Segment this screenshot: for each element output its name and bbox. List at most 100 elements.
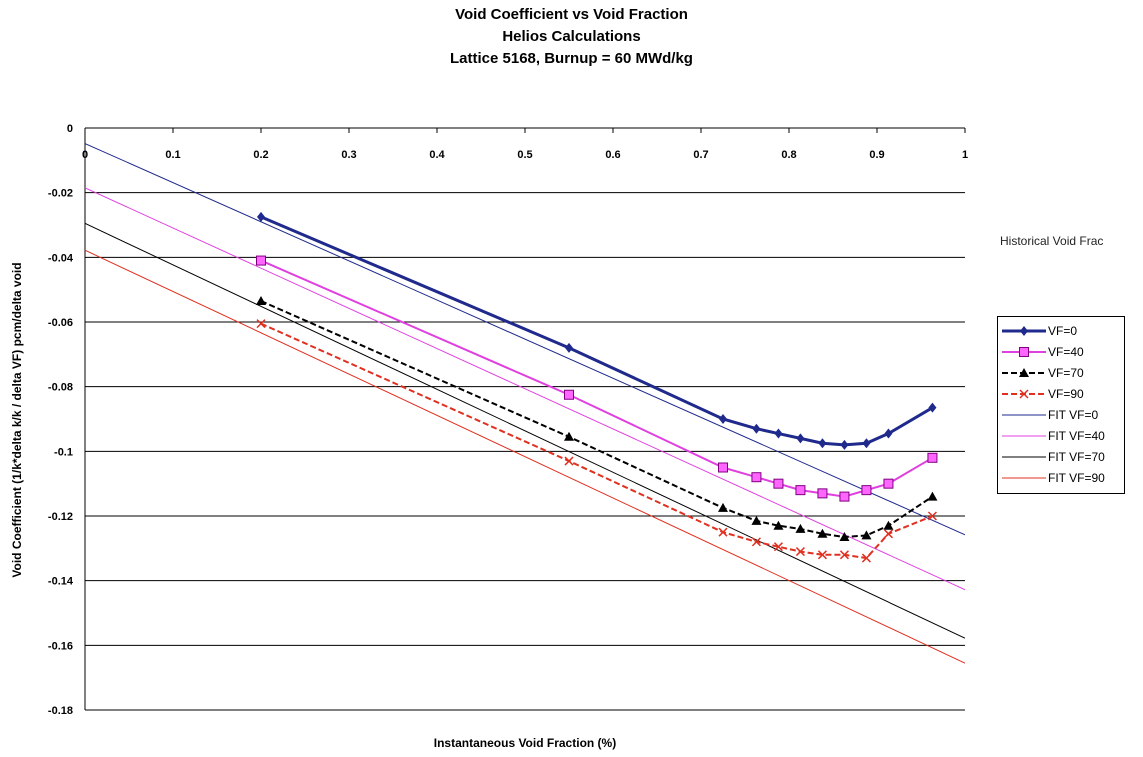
legend-swatch [1002, 435, 1046, 437]
data-point-vf-40 [861, 485, 872, 496]
data-point-vf-70 [839, 532, 850, 542]
data-point-vf-90 [773, 542, 783, 552]
data-point-vf-90 [564, 456, 574, 466]
data-point-vf-90 [751, 537, 761, 547]
data-point-vf-0 [840, 439, 849, 450]
y-tick-label: -0.14 [48, 576, 74, 588]
data-point-vf-70 [795, 523, 806, 533]
data-point-vf-70 [718, 502, 728, 512]
legend-item: FIT VF=90 [998, 468, 1124, 488]
legend-item: FIT VF=70 [998, 447, 1124, 467]
data-point-vf-70 [883, 520, 894, 530]
side-note: Historical Void Frac [1000, 234, 1104, 248]
data-point-vf-0 [257, 211, 265, 222]
data-point-vf-70 [817, 528, 828, 538]
series-line-vf-70 [260, 300, 933, 539]
legend-item: VF=70 [998, 363, 1124, 383]
x-tick-label: 0.1 [165, 149, 180, 161]
legend-swatch [1002, 456, 1046, 458]
data-point-vf-70 [927, 491, 938, 501]
chart-title-line-2: Helios Calculations [502, 28, 641, 45]
legend-swatch [1002, 326, 1046, 336]
x-tick-label: 0.8 [781, 149, 796, 161]
y-tick-label: -0.12 [48, 511, 73, 523]
data-point-vf-40 [817, 488, 828, 499]
legend-swatch [1002, 477, 1046, 479]
data-point-vf-0 [719, 414, 727, 424]
legend-label: VF=0 [1048, 324, 1078, 338]
x-tick-label: 0.3 [341, 149, 356, 161]
series-line-fit-vf-40 [85, 187, 965, 591]
data-point-vf-40 [795, 485, 806, 496]
data-point-vf-90 [817, 550, 827, 560]
data-point-vf-90 [795, 547, 805, 557]
data-point-vf-70 [564, 431, 574, 441]
y-tick-label: -0.08 [48, 382, 73, 394]
chart-title: Void Coefficient vs Void Fraction Helios… [0, 4, 1143, 70]
x-tick-label: 0.7 [693, 149, 708, 161]
data-point-vf-90 [839, 550, 849, 560]
data-point-vf-0 [862, 438, 871, 449]
legend-item: VF=90 [998, 384, 1124, 404]
legend-label: FIT VF=0 [1048, 408, 1099, 422]
y-axis-label: Void Coefficient (1/k*delta k/k / delta … [10, 262, 24, 578]
series-line-vf-0 [260, 215, 934, 447]
series-line-fit-vf-90 [85, 249, 965, 664]
y-tick-label: -0.04 [48, 252, 74, 264]
y-tick-label: -0.1 [54, 446, 73, 458]
legend-label: VF=40 [1048, 345, 1084, 359]
data-point-vf-90 [718, 527, 728, 537]
chart-title-line-3: Lattice 5168, Burnup = 60 MWd/kg [450, 50, 693, 67]
data-point-vf-40 [927, 452, 938, 463]
x-tick-label: 1 [962, 149, 968, 161]
y-tick-label: -0.06 [48, 317, 73, 329]
x-tick-label: 0.2 [253, 149, 268, 161]
data-point-vf-40 [718, 462, 728, 473]
chart-legend: VF=0 VF=40 VF=70 VF=90 FIT VF=0 FIT VF=40 FIT … [997, 316, 1125, 494]
chart-title-line-1: Void Coefficient vs Void Fraction [455, 6, 688, 23]
legend-item: FIT VF=0 [998, 405, 1124, 425]
data-point-vf-40 [883, 478, 894, 489]
data-point-vf-0 [774, 428, 783, 439]
legend-label: VF=90 [1048, 387, 1084, 401]
data-point-vf-40 [839, 491, 850, 502]
legend-item: VF=40 [998, 342, 1124, 362]
data-point-vf-0 [752, 423, 761, 434]
data-point-vf-40 [256, 255, 266, 266]
legend-label: FIT VF=90 [1048, 471, 1105, 485]
legend-label: FIT VF=70 [1048, 450, 1105, 464]
x-tick-label: 0.6 [605, 149, 620, 161]
y-tick-label: -0.16 [48, 640, 73, 652]
series-line-vf-40 [260, 259, 933, 498]
data-point-vf-40 [751, 472, 762, 483]
series-line-fit-vf-0 [85, 143, 965, 536]
y-tick-label: -0.18 [48, 705, 73, 717]
y-tick-label: 0 [67, 123, 73, 135]
legend-swatch [1002, 414, 1046, 416]
data-point-vf-90 [256, 319, 266, 329]
series-line-fit-vf-70 [85, 222, 965, 639]
data-point-vf-0 [565, 342, 573, 353]
data-point-vf-0 [818, 438, 827, 449]
data-point-vf-90 [927, 511, 937, 521]
legend-label: FIT VF=40 [1048, 429, 1105, 443]
x-tick-label: 0.9 [869, 149, 884, 161]
data-point-vf-0 [796, 433, 805, 444]
x-tick-label: 0 [82, 149, 88, 161]
x-tick-label: 0.5 [517, 149, 532, 161]
legend-item: FIT VF=40 [998, 426, 1124, 446]
data-point-vf-70 [751, 515, 762, 525]
data-point-vf-40 [564, 389, 574, 400]
data-point-vf-70 [861, 530, 872, 540]
legend-swatch [1002, 389, 1046, 399]
legend-label: VF=70 [1048, 366, 1084, 380]
x-tick-label: 0.4 [429, 149, 445, 161]
data-point-vf-0 [884, 428, 893, 439]
data-point-vf-90 [883, 529, 893, 539]
data-point-vf-70 [256, 295, 266, 305]
legend-swatch [1002, 347, 1046, 357]
data-point-vf-70 [773, 520, 784, 530]
legend-swatch [1002, 368, 1046, 377]
legend-item: VF=0 [998, 321, 1124, 341]
